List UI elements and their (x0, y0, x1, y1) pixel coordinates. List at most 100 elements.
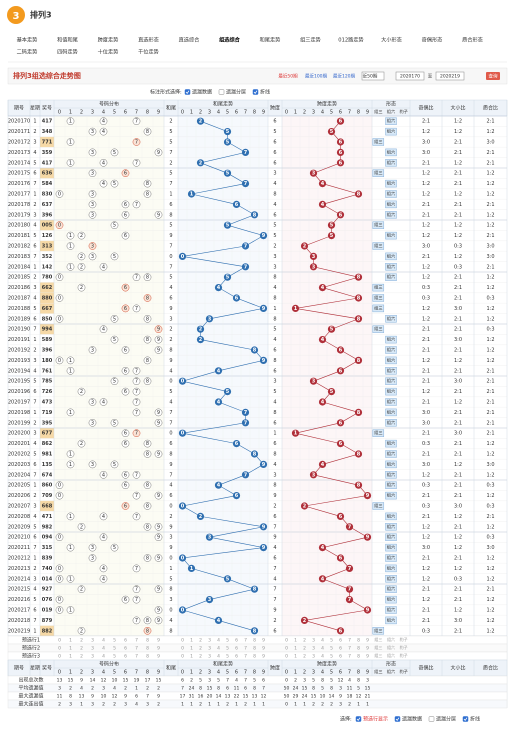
preselect-digit: 5 (226, 638, 229, 644)
nav-tab[interactable]: 和尾走势 (260, 36, 281, 44)
check-mark (253, 90, 258, 94)
nav-tab[interactable]: 组三走势 (300, 36, 321, 44)
draw: 637 (42, 202, 53, 208)
query-button[interactable] (486, 72, 500, 80)
nav-tab[interactable]: 千位走势 (138, 48, 159, 56)
stat-value: 2 (348, 702, 351, 708)
nav-tab[interactable]: 大小形态 (381, 36, 402, 44)
digit-header: 7 (244, 110, 247, 116)
nav-tab[interactable]: 组选综合 (219, 36, 241, 44)
hit-digit-text: 4 (102, 400, 105, 406)
preselect-digit: 1 (69, 646, 72, 652)
nav-tab[interactable]: 基本走势 (17, 36, 38, 44)
nav-tab[interactable]: 十位走势 (98, 48, 119, 56)
hit-digit (143, 522, 152, 531)
period-select[interactable] (361, 71, 385, 81)
preselect-digit: 4 (217, 654, 220, 660)
select-text: 近50期 (363, 73, 378, 80)
checkbox[interactable] (355, 716, 362, 722)
hit-digit-text: 1 (69, 514, 72, 520)
preselect-digit: 8 (253, 654, 256, 660)
nav-tab[interactable]: 四码走势 (57, 48, 78, 56)
stat-value: 8 (217, 686, 220, 692)
hit-digit-text: 5 (113, 150, 116, 156)
shape-tag (385, 346, 397, 354)
prime-composite: 1:2 (486, 129, 494, 135)
recent-link[interactable]: 最近50期 (278, 73, 298, 80)
tail-ball (196, 336, 205, 344)
draw: 019 (42, 608, 53, 614)
checkbox[interactable] (184, 89, 191, 95)
odd-even: 1:2 (422, 223, 430, 229)
shape-tag (385, 450, 397, 458)
tail-value: 6 (169, 441, 172, 447)
stat-value: 3 (339, 702, 342, 708)
nav-tab[interactable]: 012路走势 (338, 36, 363, 44)
hit-digit-text: 3 (91, 171, 94, 177)
recent-link[interactable]: 最近100期 (305, 73, 328, 80)
checkbox[interactable] (252, 89, 259, 95)
hit-digit (66, 606, 75, 614)
tail-value: 0 (169, 556, 172, 562)
recent-link[interactable]: 最近120期 (333, 73, 356, 80)
stat-value: 22 (234, 694, 240, 700)
preselect-shape: 豹子 (400, 644, 408, 650)
hit-digit-text: 0 (58, 296, 61, 302)
stat-value: 1 (181, 702, 184, 708)
draw: 076 (42, 597, 53, 603)
checkbox[interactable] (428, 716, 435, 722)
span-ball-text: 8 (357, 410, 361, 416)
stat-value: 3 (303, 678, 306, 684)
shape-tag (372, 429, 385, 437)
tail-ball-text: 2 (199, 514, 203, 520)
from-input[interactable] (395, 71, 425, 81)
stat-value: 2 (294, 678, 297, 684)
draw: 315 (42, 545, 53, 551)
nav-tab[interactable]: 和值和尾 (57, 36, 78, 44)
hit-digit-text: 3 (91, 244, 94, 250)
tail-ball-text: 6 (235, 493, 239, 499)
column-header: 大小比 (450, 105, 465, 112)
preselect-digit: 4 (102, 646, 105, 652)
odd-even: 1:2 (422, 389, 430, 395)
draw: 860 (42, 483, 53, 489)
shape-tag (385, 200, 397, 209)
hit-digit (121, 210, 130, 219)
span-ball-text: 1 (294, 431, 298, 437)
nav-tab[interactable]: 质合形态 (462, 36, 483, 44)
hit-digit-text: 8 (146, 452, 149, 458)
stat-value: 12 (112, 694, 118, 700)
digit-header: 4 (217, 670, 220, 676)
preselect-digit: 8 (146, 646, 149, 652)
period: 2020219 (8, 628, 30, 634)
week: 6 (33, 535, 36, 541)
checkbox[interactable] (218, 89, 225, 95)
nav-tab[interactable]: 奇偶形态 (422, 36, 443, 44)
span-value: 5 (273, 223, 276, 229)
draw: 584 (42, 181, 53, 187)
shape-tag (385, 533, 397, 541)
checkbox[interactable] (462, 716, 469, 722)
nav-tab[interactable]: 直选综合 (179, 36, 201, 44)
hit-digit-text: 8 (146, 129, 149, 135)
stat-value: 2 (91, 686, 94, 692)
preselect-digit: 4 (102, 638, 105, 644)
span-value: 2 (273, 618, 276, 624)
hit-digit (66, 242, 75, 250)
span-ball (345, 585, 354, 593)
span-ball (363, 533, 372, 541)
column-header: 奖号 (42, 665, 52, 672)
nav-tab[interactable]: 二码走势 (17, 48, 38, 56)
checkbox[interactable] (394, 716, 401, 722)
to-input[interactable] (435, 71, 465, 81)
nav-tab[interactable]: 跨度走势 (98, 36, 119, 44)
preselect-digit: 7 (348, 646, 351, 652)
nav-tab[interactable]: 直选形态 (138, 36, 159, 44)
hit-digit (121, 346, 130, 354)
prime-composite: 1:2 (486, 556, 494, 562)
tail-value: 3 (169, 597, 172, 603)
preselect-digit: 6 (124, 654, 127, 660)
shape-tag (385, 439, 397, 448)
shape-text: 组六 (387, 554, 395, 561)
hit-digit (154, 533, 163, 542)
